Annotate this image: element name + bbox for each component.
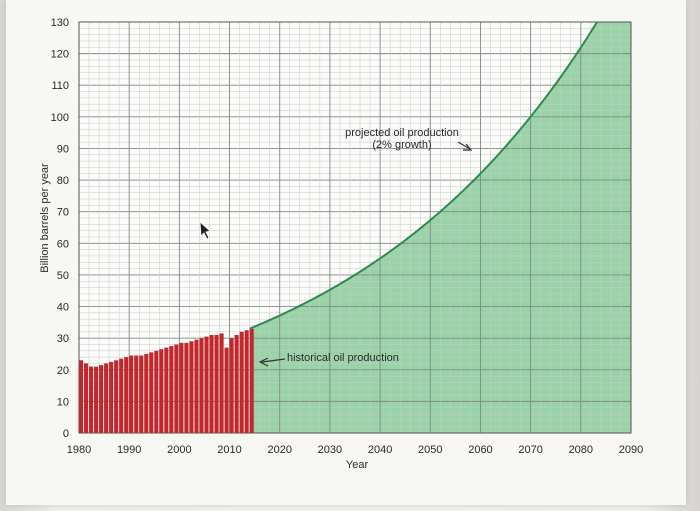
historical-bar [134,355,139,433]
annotation-projected: projected oil production [345,127,459,139]
historical-bar [179,342,184,433]
historical-bar [234,334,239,433]
historical-bar [184,342,189,433]
y-tick-label: 80 [57,175,69,187]
x-axis-label: Year [346,459,369,471]
y-tick-label: 60 [57,238,69,250]
historical-bar [214,334,219,433]
historical-bar [244,330,249,433]
historical-bar [224,347,229,433]
y-tick-label: 120 [51,49,69,61]
historical-bar [159,349,164,433]
historical-bar [114,360,119,433]
historical-bar [79,360,84,433]
y-tick-label: 10 [57,396,69,408]
y-tick-label: 20 [57,365,69,377]
historical-bar [199,338,204,433]
x-tick-label: 2040 [368,444,392,456]
annotation-historical-arrow [261,358,286,363]
mouse-cursor-icon [199,221,211,240]
annotation-historical-arrowhead [258,357,269,367]
x-tick-label: 2080 [569,444,593,456]
y-tick-label: 30 [57,333,69,345]
historical-bar [149,352,154,433]
x-tick-label: 2020 [267,444,291,456]
historical-bar [194,339,199,433]
historical-bar [249,328,254,433]
annotation-projected-arrow [457,141,471,150]
y-tick-label: 70 [57,207,69,219]
historical-bar [124,357,129,433]
historical-bar [109,361,114,433]
annotation-projected-arrowhead [463,143,473,151]
historical-bar [144,353,149,433]
historical-bar [94,366,99,433]
y-tick-label: 90 [57,143,69,155]
annotation-historical: historical oil production [287,352,399,364]
historical-bar [189,341,194,433]
x-tick-label: 2010 [217,444,241,456]
annotation-growth: (2% growth) [372,139,431,151]
historical-bar [129,355,134,433]
historical-bar [154,350,159,433]
y-tick-label: 50 [57,270,69,282]
projected-curve [249,22,599,330]
x-tick-label: 2070 [518,444,542,456]
y-tick-label: 0 [63,428,69,440]
historical-bar [209,334,214,433]
historical-bar [169,346,174,433]
x-tick-label: 2090 [619,444,643,456]
historical-bar [229,338,234,433]
x-tick-label: 1980 [67,444,91,456]
x-tick-label: 1990 [117,444,141,456]
y-axis-label: Billion barrels per year [39,163,51,273]
x-tick-label: 2060 [468,444,492,456]
historical-bar [164,347,169,433]
y-tick-label: 100 [51,112,69,124]
historical-bar [219,333,224,433]
x-tick-label: 2050 [418,444,442,456]
x-tick-label: 2030 [318,444,342,456]
historical-bar [89,366,94,433]
historical-bar [174,344,179,433]
historical-bar [119,358,124,433]
historical-bar [204,336,209,433]
x-tick-label: 2000 [167,444,191,456]
y-tick-label: 40 [57,302,69,314]
historical-bar [139,355,144,433]
y-tick-label: 110 [51,80,69,92]
historical-bar [84,363,89,433]
historical-bar [239,331,244,433]
historical-bar [104,363,109,433]
historical-bar [99,365,104,433]
y-tick-label: 130 [51,17,69,29]
plot-frame [78,21,632,434]
